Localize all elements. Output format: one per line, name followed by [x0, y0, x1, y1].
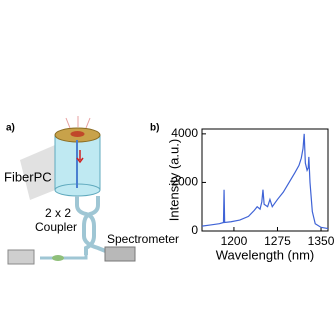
panel-label: a) — [6, 123, 15, 134]
y-tick-label: 0 — [191, 223, 198, 237]
spectrometer-label: Spectrometer — [107, 232, 179, 246]
setup-diagram — [7, 116, 136, 265]
x-tick-label: 1200 — [221, 234, 248, 248]
connector — [52, 255, 64, 261]
x-tick-label: 1350 — [308, 234, 335, 248]
arrow — [76, 150, 84, 164]
coupler-label: 2 x 2 — [45, 206, 71, 220]
y-axis-label: Intensity (a.u.) — [166, 139, 181, 221]
ray — [65, 117, 71, 129]
panel-label: b) — [150, 123, 159, 134]
laser-box — [7, 249, 35, 265]
plot-frame — [201, 128, 329, 232]
fiberpc-label: FiberPC — [4, 169, 52, 184]
coupler-label: Coupler — [35, 220, 77, 234]
x-axis-label: Wavelength (nm) — [216, 247, 315, 262]
y-tick-label: 2000 — [171, 175, 198, 189]
spectrum-line — [201, 133, 329, 230]
coupler-fiber — [82, 196, 109, 254]
y-tick-label: 4000 — [171, 126, 198, 140]
ray — [85, 117, 91, 129]
spectrometer-box — [104, 246, 136, 262]
fiber-coil — [70, 131, 85, 137]
x-tick-label: 1275 — [264, 234, 291, 248]
shadow — [20, 145, 55, 200]
